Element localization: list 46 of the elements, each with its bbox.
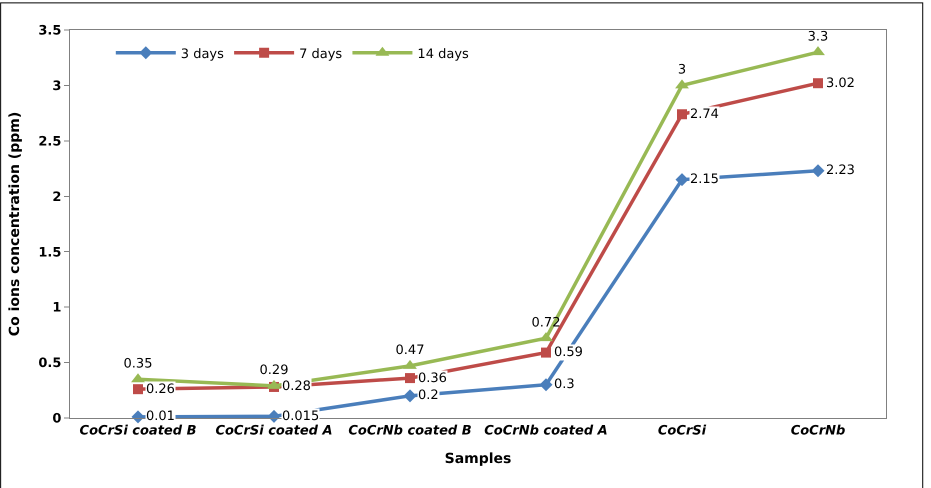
y-tick-label: 0: [52, 412, 62, 427]
x-tick-label: CoCrSi coated B: [80, 424, 197, 439]
data-label: 0.36: [418, 371, 447, 386]
data-label: 0.59: [554, 345, 583, 360]
data-label: 0.01: [146, 409, 175, 424]
data-label: 0.29: [260, 363, 288, 378]
y-tick-label: 2: [52, 190, 62, 205]
x-tick-label: CoCrNb: [790, 424, 846, 439]
y-tick-label: 1: [52, 300, 62, 316]
x-axis-title: Samples: [444, 450, 512, 467]
data-label: 0.2: [418, 388, 439, 403]
y-axis-title: Co ions concentration (ppm): [6, 112, 23, 336]
point: [541, 348, 551, 358]
data-label: 3.3: [808, 29, 828, 44]
data-label: 2.23: [826, 163, 855, 178]
point: [268, 410, 280, 423]
x-tick-label: CoCrSi coated A: [215, 424, 333, 439]
legend-label: 3 days: [180, 46, 224, 62]
data-label: 2.74: [690, 107, 719, 122]
data-label: 0.47: [396, 343, 424, 358]
point: [676, 173, 688, 186]
y-tick-label: 2.5: [38, 134, 62, 150]
legend-label: 7 days: [299, 46, 342, 62]
x-tick-label: CoCrSi: [658, 424, 707, 439]
point: [813, 78, 823, 88]
data-label: 0.35: [124, 356, 152, 372]
y-tick-label: 1.5: [38, 245, 62, 260]
data-label: 3.02: [826, 76, 855, 91]
point: [404, 389, 416, 402]
point: [133, 384, 143, 394]
data-label: 0.26: [146, 382, 175, 397]
y-tick-label: 3: [52, 78, 62, 94]
data-label: 3: [678, 62, 686, 78]
point: [540, 378, 552, 392]
point: [677, 109, 687, 120]
data-label: 0.3: [554, 377, 575, 392]
x-tick-label: CoCrNb coated B: [348, 424, 472, 439]
data-label: 0.28: [282, 379, 311, 394]
legend-label: 14 days: [417, 46, 470, 62]
data-label: 2.15: [690, 172, 719, 187]
data-label: 0.015: [282, 409, 320, 424]
y-tick-label: 0.5: [38, 356, 62, 372]
point: [812, 164, 824, 178]
y-tick-label: 3.5: [38, 24, 62, 39]
x-tick-label: CoCrNb coated A: [484, 424, 608, 439]
point: [405, 373, 415, 384]
